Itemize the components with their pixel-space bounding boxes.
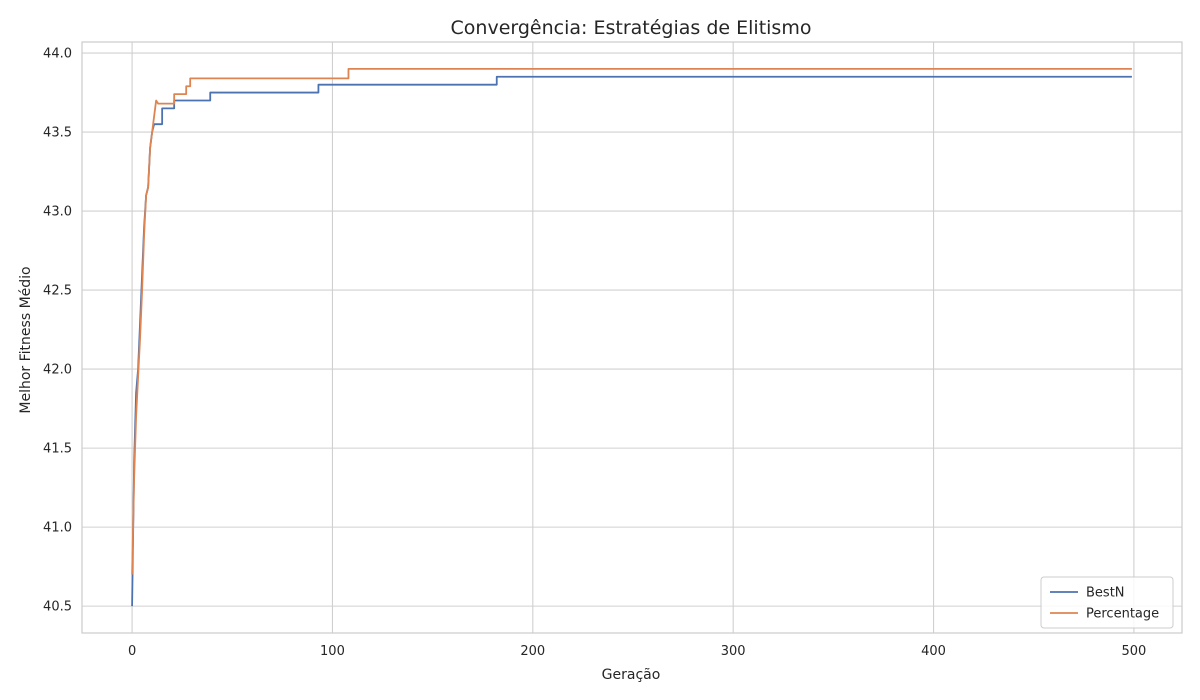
grid — [82, 42, 1182, 633]
plot-frame — [81, 41, 1183, 634]
series-lines — [131, 67, 1132, 607]
x-tick-label: 500 — [1121, 644, 1146, 659]
chart-title: Convergência: Estratégias de Elitismo — [451, 17, 812, 39]
series-line-percentage — [131, 67, 1132, 575]
x-tick-label: 0 — [128, 644, 136, 659]
legend-box — [1040, 576, 1174, 629]
y-tick-label: 41.0 — [43, 521, 72, 536]
tick-labels: 0 100 200 300 400 500 40.5 41.0 41.5 42.0 42.5 43.0… — [43, 47, 1146, 659]
x-tick-label: 100 — [320, 644, 345, 659]
y-axis-label: Melhor Fitness Médio — [18, 266, 34, 413]
legend: BestN Percentage — [1040, 576, 1174, 629]
y-tick-label: 42.0 — [43, 363, 72, 378]
y-tick-label: 43.5 — [43, 126, 72, 141]
y-tick-label: 40.5 — [43, 600, 72, 615]
y-tick-label: 41.5 — [43, 442, 72, 457]
y-tick-label: 43.0 — [43, 205, 72, 220]
x-tick-label: 400 — [921, 644, 946, 659]
x-axis-label: Geração — [602, 667, 661, 683]
x-tick-label: 200 — [520, 644, 545, 659]
y-tick-label: 42.5 — [43, 284, 72, 299]
legend-label: BestN — [1086, 586, 1125, 601]
legend-label: Percentage — [1086, 607, 1159, 622]
y-tick-label: 44.0 — [43, 47, 72, 62]
x-tick-label: 300 — [721, 644, 746, 659]
